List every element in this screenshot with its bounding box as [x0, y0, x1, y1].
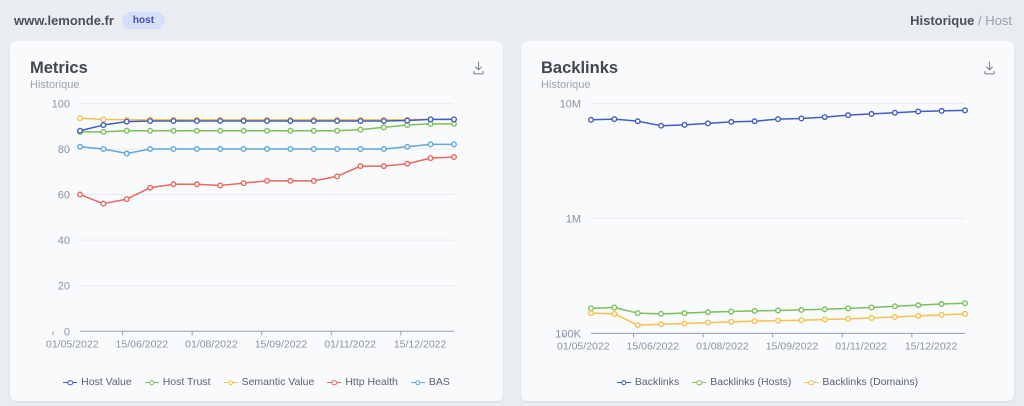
svg-text:15/06/2022: 15/06/2022 [116, 338, 169, 350]
svg-text:1M: 1M [566, 213, 581, 225]
svg-text:10M: 10M [560, 98, 581, 110]
svg-text:01/11/2022: 01/11/2022 [835, 340, 887, 352]
svg-text:100K: 100K [555, 328, 581, 340]
svg-text:15/12/2022: 15/12/2022 [905, 340, 958, 352]
svg-text:01/08/2022: 01/08/2022 [696, 340, 749, 352]
svg-text:15/09/2022: 15/09/2022 [766, 340, 819, 352]
svg-text:01/05/2022: 01/05/2022 [557, 340, 610, 352]
svg-text:100: 100 [52, 98, 70, 110]
svg-text:80: 80 [58, 144, 70, 156]
svg-text:15/12/2022: 15/12/2022 [394, 338, 447, 350]
svg-text:01/05/2022: 01/05/2022 [46, 338, 99, 350]
svg-text:20: 20 [58, 281, 70, 293]
svg-text:15/06/2022: 15/06/2022 [627, 340, 680, 352]
svg-text:60: 60 [58, 190, 70, 202]
svg-text:15/09/2022: 15/09/2022 [255, 338, 308, 350]
svg-text:01/11/2022: 01/11/2022 [324, 338, 376, 350]
svg-text:40: 40 [58, 235, 70, 247]
svg-text:0: 0 [64, 326, 70, 338]
svg-text:01/08/2022: 01/08/2022 [185, 338, 238, 350]
